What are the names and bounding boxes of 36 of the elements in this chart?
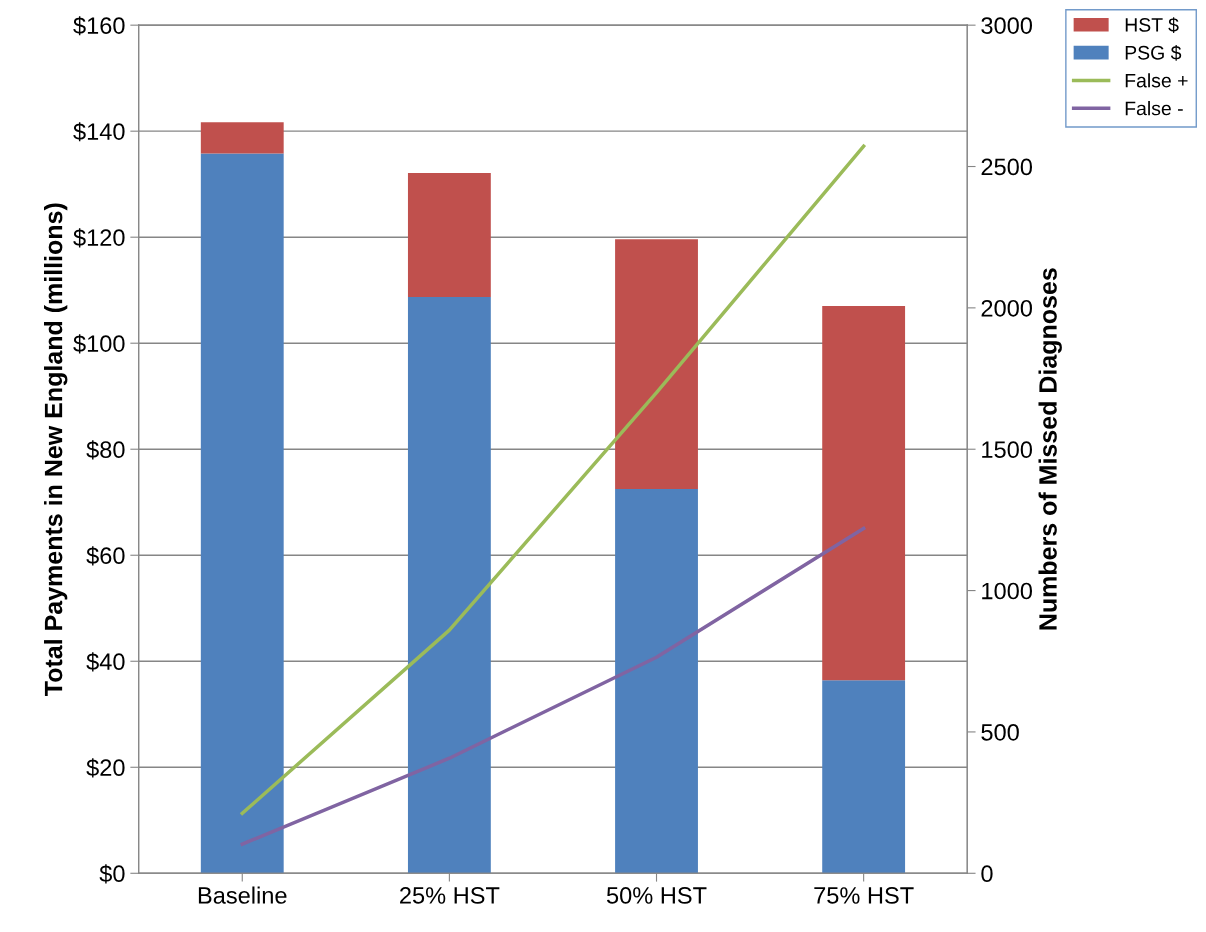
legend-label: HST $ [1125, 17, 1179, 33]
x-tick-label: 50% HST [606, 887, 707, 904]
x-tick-label: 75% HST [814, 887, 914, 904]
y2-tick-label: 0 [981, 865, 993, 883]
y-axis-title: Total Payments in New England (millions) [44, 203, 68, 696]
bar [407, 173, 491, 298]
y-tick-label: $0 [99, 864, 125, 884]
y-tick-label: $80 [86, 440, 125, 460]
line-series [240, 144, 866, 816]
bar [407, 297, 491, 874]
y2-tick-label: 500 [981, 724, 1019, 741]
legend-label: False + [1125, 73, 1188, 88]
bar [200, 153, 284, 874]
y-tick-label: $120 [73, 228, 125, 248]
y-tick-label: $20 [86, 758, 125, 778]
x-tick-label: 25% HST [400, 887, 500, 904]
y-tick-label: $160 [73, 16, 125, 36]
y2-tick-label: 1500 [982, 441, 1033, 459]
bar [200, 122, 284, 154]
y-tick-label: $60 [86, 546, 125, 566]
y2-tick-label: 1000 [982, 582, 1033, 600]
legend-label: False - [1125, 101, 1183, 116]
legend-label: PSG $ [1125, 45, 1182, 61]
y2-tick-label: 3000 [981, 17, 1033, 34]
x-tick-label: Baseline [198, 886, 287, 904]
y2-tick-label: 2000 [981, 299, 1033, 317]
y-tick-label: $100 [73, 334, 125, 354]
bar [615, 239, 698, 489]
bar [822, 680, 906, 874]
y-tick-label: $140 [73, 122, 125, 142]
bar [822, 306, 906, 681]
y2-axis-title: Numbers of Missed Diagnoses [1038, 268, 1062, 630]
bar [615, 488, 698, 874]
y2-tick-label: 2500 [981, 158, 1033, 176]
line-series [240, 526, 866, 846]
y-tick-label: $40 [86, 652, 125, 672]
